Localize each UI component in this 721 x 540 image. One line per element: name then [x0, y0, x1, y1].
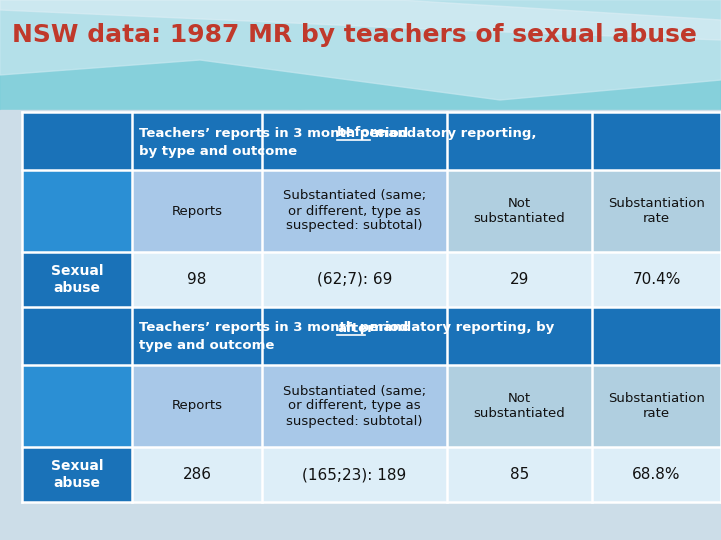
- Polygon shape: [0, 0, 721, 140]
- Bar: [262, 170, 447, 252]
- Text: 286: 286: [182, 467, 211, 482]
- Bar: [592, 252, 721, 307]
- Bar: [592, 365, 721, 447]
- Bar: [132, 365, 262, 447]
- Bar: [22, 170, 132, 252]
- Bar: [447, 252, 592, 307]
- Text: 98: 98: [187, 272, 207, 287]
- Text: Sexual
abuse: Sexual abuse: [50, 265, 103, 295]
- Bar: [132, 170, 262, 252]
- Text: Substantiated (same;
or different, type as
suspected: subtotal): Substantiated (same; or different, type …: [283, 190, 426, 233]
- Text: 70.4%: 70.4%: [632, 272, 681, 287]
- Bar: [447, 170, 592, 252]
- Bar: [0, 110, 721, 540]
- Bar: [262, 365, 447, 447]
- Text: Reports: Reports: [172, 400, 223, 413]
- Text: Substantiated (same;
or different, type as
suspected: subtotal): Substantiated (same; or different, type …: [283, 384, 426, 428]
- Text: 29: 29: [510, 272, 529, 287]
- Bar: [592, 170, 721, 252]
- Bar: [262, 252, 447, 307]
- Bar: [22, 307, 132, 365]
- Bar: [447, 447, 592, 502]
- Text: type and outcome: type and outcome: [139, 340, 275, 353]
- Text: by type and outcome: by type and outcome: [139, 145, 297, 158]
- Text: Teachers’ reports in 3 month period: Teachers’ reports in 3 month period: [139, 126, 413, 139]
- Text: Substantiation
rate: Substantiation rate: [608, 197, 705, 225]
- Bar: [22, 252, 132, 307]
- Bar: [22, 447, 132, 502]
- Text: Sexual
abuse: Sexual abuse: [50, 460, 103, 490]
- Bar: [262, 447, 447, 502]
- Text: 85: 85: [510, 467, 529, 482]
- Text: NSW data: 1987 MR by teachers of sexual abuse: NSW data: 1987 MR by teachers of sexual …: [12, 23, 697, 47]
- Bar: [132, 252, 262, 307]
- Polygon shape: [0, 0, 721, 100]
- Text: after: after: [337, 321, 374, 334]
- Text: Reports: Reports: [172, 205, 223, 218]
- Bar: [132, 447, 262, 502]
- Text: Not
substantiated: Not substantiated: [474, 197, 565, 225]
- Text: before: before: [337, 126, 386, 139]
- Bar: [592, 447, 721, 502]
- Text: 68.8%: 68.8%: [632, 467, 681, 482]
- Bar: [22, 365, 132, 447]
- Bar: [22, 112, 132, 170]
- Text: Teachers’ reports in 3 month period: Teachers’ reports in 3 month period: [139, 321, 413, 334]
- Text: mandatory reporting,: mandatory reporting,: [371, 126, 537, 139]
- Text: (165;23): 189: (165;23): 189: [302, 467, 407, 482]
- Bar: [447, 365, 592, 447]
- Bar: [132, 112, 721, 170]
- Text: Not
substantiated: Not substantiated: [474, 392, 565, 420]
- Polygon shape: [0, 0, 721, 40]
- Text: Substantiation
rate: Substantiation rate: [608, 392, 705, 420]
- Bar: [132, 307, 721, 365]
- Text: mandatory reporting, by: mandatory reporting, by: [365, 321, 554, 334]
- Text: (62;7): 69: (62;7): 69: [317, 272, 392, 287]
